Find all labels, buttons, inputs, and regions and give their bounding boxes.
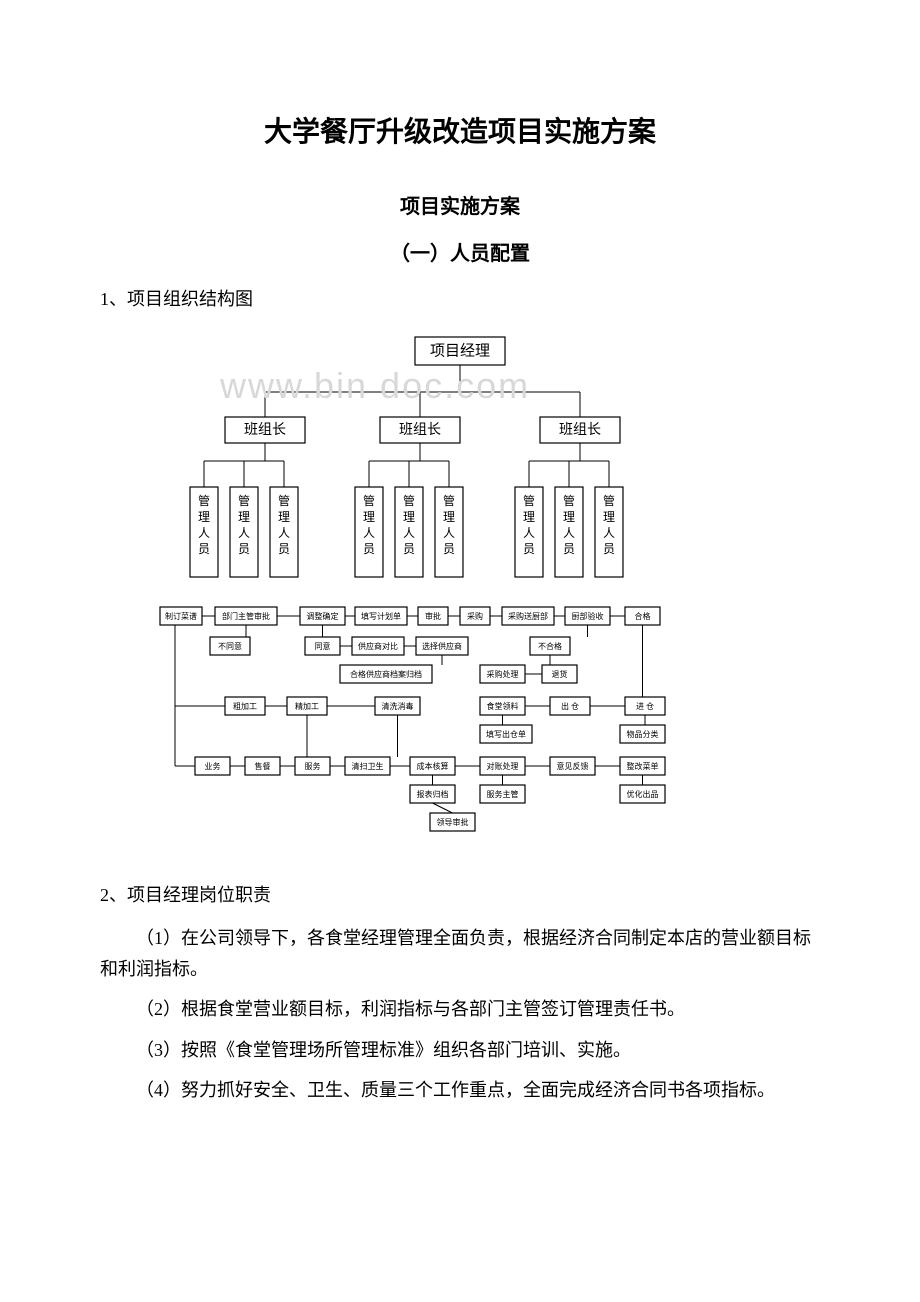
section-heading: （一）人员配置 <box>100 237 820 266</box>
svg-text:同意: 同意 <box>315 641 331 651</box>
paragraph-4: （4）努力抓好安全、卫生、质量三个工作重点，全面完成经济合同书各项指标。 <box>100 1075 820 1106</box>
svg-text:班组长: 班组长 <box>244 422 286 438</box>
svg-text:物品分类: 物品分类 <box>627 729 659 739</box>
svg-text:采购送厨部: 采购送厨部 <box>508 611 548 621</box>
paragraph-1: （1）在公司领导下，各食堂经理管理全面负责，根据经济合同制定本店的营业额目标和利… <box>100 923 820 984</box>
item-1-label: 1、项目组织结构图 <box>100 286 820 313</box>
svg-text:审批: 审批 <box>425 611 441 621</box>
svg-text:报表归档: 报表归档 <box>417 789 449 799</box>
document-title: 大学餐厅升级改造项目实施方案 <box>100 110 820 150</box>
svg-text:调整确定: 调整确定 <box>307 611 339 621</box>
svg-text:不合格: 不合格 <box>538 641 562 651</box>
svg-text:采购: 采购 <box>467 611 483 621</box>
svg-text:业务: 业务 <box>205 761 221 771</box>
svg-text:厨部验收: 厨部验收 <box>572 611 604 621</box>
org-flowchart-diagram: www.bin doc.com 项目经理班组长班组长班组长管理人员管理人员管理人… <box>130 327 820 852</box>
svg-text:服务: 服务 <box>305 761 321 771</box>
svg-text:对账处理: 对账处理 <box>487 761 519 771</box>
svg-text:供应商对比: 供应商对比 <box>358 641 398 651</box>
svg-text:清扫卫生: 清扫卫生 <box>352 761 384 771</box>
svg-text:采购处理: 采购处理 <box>487 669 519 679</box>
svg-text:进 仓: 进 仓 <box>636 701 654 711</box>
svg-text:制订菜谱: 制订菜谱 <box>165 611 197 621</box>
document-subtitle: 项目实施方案 <box>100 190 820 219</box>
svg-text:部门主管审批: 部门主管审批 <box>222 611 270 621</box>
svg-text:整改菜单: 整改菜单 <box>627 761 659 771</box>
svg-text:粗加工: 粗加工 <box>233 701 257 711</box>
svg-text:服务主管: 服务主管 <box>487 789 519 799</box>
svg-text:填写计划单: 填写计划单 <box>361 611 401 621</box>
svg-text:成本核算: 成本核算 <box>417 761 449 771</box>
paragraph-2: （2）根据食堂营业额目标，利润指标与各部门主管签订管理责任书。 <box>100 994 820 1025</box>
svg-text:食堂领料: 食堂领料 <box>487 701 519 711</box>
svg-text:选择供应商: 选择供应商 <box>422 641 462 651</box>
svg-text:填写出仓单: 填写出仓单 <box>486 729 526 739</box>
svg-text:领导审批: 领导审批 <box>437 817 469 827</box>
svg-text:优化出品: 优化出品 <box>627 789 659 799</box>
paragraph-3: （3）按照《食堂管理场所管理标准》组织各部门培训、实施。 <box>100 1035 820 1066</box>
svg-text:不同意: 不同意 <box>218 641 242 651</box>
svg-text:合格供应商档案归档: 合格供应商档案归档 <box>350 669 422 679</box>
svg-text:出 仓: 出 仓 <box>561 701 579 711</box>
item-2-label: 2、项目经理岗位职责 <box>100 882 820 909</box>
svg-text:清洗消毒: 清洗消毒 <box>382 701 414 711</box>
svg-text:售餐: 售餐 <box>255 761 271 771</box>
svg-text:合格: 合格 <box>635 611 651 621</box>
svg-text:意见反馈: 意见反馈 <box>557 761 589 771</box>
svg-text:精加工: 精加工 <box>295 701 319 711</box>
svg-text:退货: 退货 <box>552 669 568 679</box>
svg-text:班组长: 班组长 <box>399 422 441 438</box>
svg-text:班组长: 班组长 <box>559 422 601 438</box>
diagram-svg: 项目经理班组长班组长班组长管理人员管理人员管理人员管理人员管理人员管理人员管理人… <box>130 327 690 847</box>
svg-text:项目经理: 项目经理 <box>430 342 490 359</box>
